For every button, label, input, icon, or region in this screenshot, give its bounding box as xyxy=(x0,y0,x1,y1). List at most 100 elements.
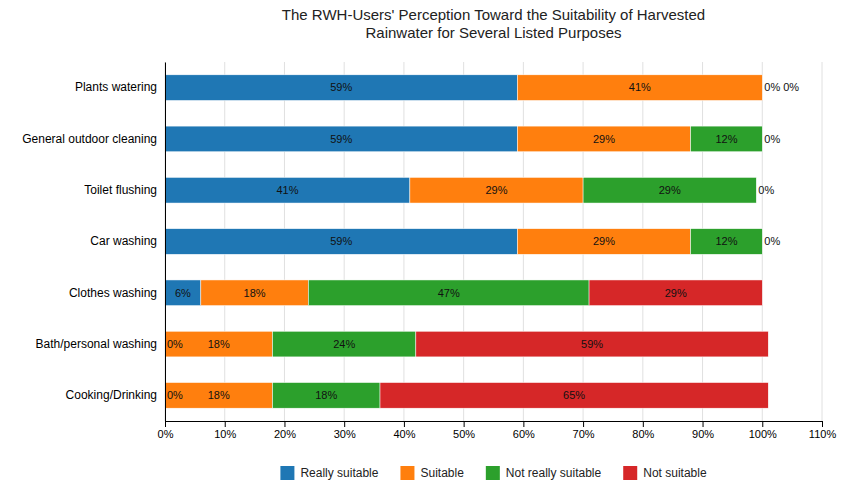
data-label: 18% xyxy=(208,389,230,401)
x-tick-mark xyxy=(762,421,763,427)
x-tick-mark xyxy=(464,421,465,427)
bar xyxy=(762,75,763,101)
bar xyxy=(380,383,768,409)
y-tick: Clothes washing xyxy=(69,286,157,300)
x-tick-label: 0% xyxy=(158,428,174,440)
bar xyxy=(165,229,517,255)
plot: 0%0%6%59%41%59%59%18%18%18%29%29%29%41%1… xyxy=(22,62,836,440)
legend-item: Not really suitable xyxy=(486,466,602,480)
data-label: 18% xyxy=(315,389,337,401)
x-tick: 110% xyxy=(809,421,837,440)
legend-label: Really suitable xyxy=(300,466,378,480)
x-tick-label: 60% xyxy=(513,428,535,440)
data-label: 0% xyxy=(764,133,780,145)
bar xyxy=(589,280,762,306)
bar xyxy=(165,75,517,101)
legend: Really suitableSuitableNot really suitab… xyxy=(280,466,707,480)
bar xyxy=(517,126,690,152)
x-tick-label: 80% xyxy=(632,428,654,440)
chart: 0%0%6%59%41%59%59%18%18%18%29%29%29%41%1… xyxy=(0,0,852,499)
y-axis-line xyxy=(165,63,166,422)
data-label: 47% xyxy=(438,287,460,299)
x-tick-mark xyxy=(703,421,704,427)
y-axis: Cooking/DrinkingBath/personal washingClo… xyxy=(22,63,165,422)
data-label: 0% xyxy=(764,235,780,247)
x-tick-mark xyxy=(523,421,524,427)
y-tick-label: Toilet flushing xyxy=(84,183,157,197)
bar xyxy=(691,126,763,152)
data-label: 12% xyxy=(715,235,737,247)
x-tick-label: 110% xyxy=(809,428,837,440)
bar xyxy=(165,177,410,203)
x-tick: 40% xyxy=(393,421,415,440)
data-label: 59% xyxy=(330,133,352,145)
x-tick: 70% xyxy=(573,421,595,440)
x-tick-label: 40% xyxy=(393,428,415,440)
x-tick-mark xyxy=(822,421,823,427)
x-tick-label: 100% xyxy=(749,428,777,440)
y-tick-label: General outdoor cleaning xyxy=(22,132,157,146)
legend-swatch xyxy=(400,466,414,480)
data-labels: 0%0%6%59%41%59%59%18%18%18%29%29%29%41%1… xyxy=(167,81,799,401)
data-label: 18% xyxy=(244,287,266,299)
data-label: 59% xyxy=(330,235,352,247)
x-tick: 90% xyxy=(692,421,714,440)
bar xyxy=(517,229,690,255)
bar xyxy=(410,177,583,203)
bar xyxy=(165,280,201,306)
legend-label: Not really suitable xyxy=(506,466,602,480)
x-tick-label: 30% xyxy=(334,428,356,440)
bar xyxy=(165,331,273,357)
x-tick: 20% xyxy=(274,421,296,440)
data-label: 29% xyxy=(485,184,507,196)
y-tick-label: Car washing xyxy=(90,234,157,248)
x-tick-label: 70% xyxy=(573,428,595,440)
bar xyxy=(165,383,273,409)
data-label: 59% xyxy=(330,81,352,93)
data-label: 59% xyxy=(581,338,603,350)
data-label: 65% xyxy=(563,389,585,401)
x-tick-label: 50% xyxy=(453,428,475,440)
bar xyxy=(583,177,756,203)
data-label: 41% xyxy=(629,81,651,93)
bars xyxy=(165,75,768,408)
x-tick: 100% xyxy=(749,421,777,440)
x-tick-mark xyxy=(583,421,584,427)
bar xyxy=(762,126,763,152)
data-label: 0% xyxy=(764,81,780,93)
title: The RWH-Users' Perception Toward the Sui… xyxy=(282,6,705,41)
x-tick: 0% xyxy=(158,421,174,440)
data-label: 29% xyxy=(665,287,687,299)
data-label: 29% xyxy=(659,184,681,196)
x-tick-mark xyxy=(344,421,345,427)
grid-line xyxy=(165,62,166,421)
legend-swatch xyxy=(486,466,500,480)
y-tick: Cooking/Drinking xyxy=(66,388,157,402)
data-label: 24% xyxy=(333,338,355,350)
data-label: 6% xyxy=(175,287,191,299)
bar xyxy=(517,75,762,101)
x-tick: 10% xyxy=(214,421,236,440)
x-tick: 30% xyxy=(334,421,356,440)
data-label: 0% xyxy=(758,184,774,196)
bar xyxy=(762,75,763,101)
bar xyxy=(691,229,763,255)
y-tick: Toilet flushing xyxy=(84,183,157,197)
x-tick-label: 10% xyxy=(214,428,236,440)
x-tick: 80% xyxy=(632,421,654,440)
y-tick: Car washing xyxy=(90,234,157,248)
x-tick-mark xyxy=(643,421,644,427)
y-tick-label: Clothes washing xyxy=(69,286,157,300)
x-tick: 60% xyxy=(513,421,535,440)
data-label: 41% xyxy=(276,184,298,196)
data-label: 0% xyxy=(783,81,799,93)
y-tick: General outdoor cleaning xyxy=(22,132,157,146)
x-tick-mark xyxy=(165,421,166,427)
y-tick-label: Plants watering xyxy=(75,80,157,94)
grid-line xyxy=(822,62,823,421)
legend-swatch xyxy=(280,466,294,480)
x-tick-mark xyxy=(404,421,405,427)
bar xyxy=(762,229,763,255)
bar xyxy=(416,331,768,357)
x-axis-line xyxy=(166,421,823,422)
